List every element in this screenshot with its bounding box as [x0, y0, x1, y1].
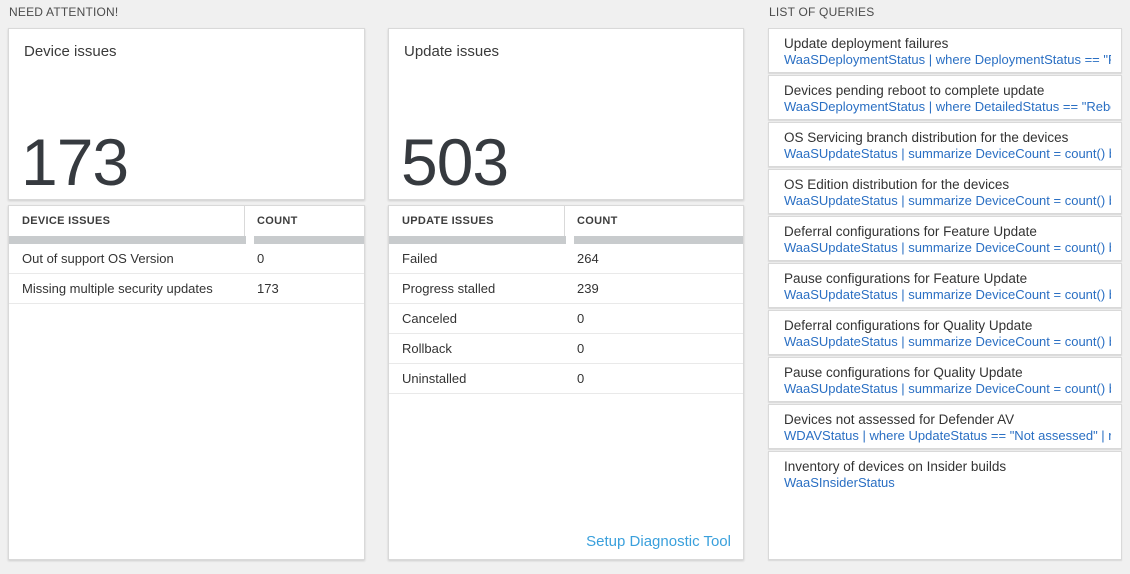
query-item[interactable]: Deferral configurations for Feature Upda… [768, 216, 1122, 261]
device-issues-table: DEVICE ISSUES COUNT Out of support OS Ve… [8, 205, 365, 560]
query-title: Devices not assessed for Defender AV [784, 412, 1015, 427]
column-header-update-issues: UPDATE ISSUES [389, 206, 565, 236]
query-title: OS Edition distribution for the devices [784, 177, 1010, 192]
issue-count: 173 [257, 281, 279, 296]
device-issues-tile[interactable]: Device issues 173 [8, 28, 365, 200]
issue-label: Progress stalled [402, 281, 496, 296]
query-title: Devices pending reboot to complete updat… [784, 83, 1045, 98]
issue-count: 0 [577, 371, 585, 386]
table-row[interactable]: Missing multiple security updates 173 [9, 274, 364, 304]
device-issues-column: Device issues 173 DEVICE ISSUES COUNT Ou… [8, 28, 365, 560]
column-header-count: COUNT [577, 215, 618, 227]
table-row[interactable]: Failed 264 [389, 244, 743, 274]
query-title: Update deployment failures [784, 36, 949, 51]
device-issues-table-body: Out of support OS Version 0 Missing mult… [9, 244, 364, 304]
query-item[interactable]: OS Edition distribution for the devices … [768, 169, 1122, 214]
query-item[interactable]: Devices pending reboot to complete updat… [768, 75, 1122, 120]
header-separator-bar [389, 236, 743, 244]
issue-label: Missing multiple security updates [22, 281, 213, 296]
table-row[interactable]: Rollback 0 [389, 334, 743, 364]
query-title: Pause configurations for Quality Update [784, 365, 1023, 380]
table-row[interactable]: Progress stalled 239 [389, 274, 743, 304]
query-title: Pause configurations for Feature Update [784, 271, 1028, 286]
table-row[interactable]: Canceled 0 [389, 304, 743, 334]
need-attention-heading: NEED ATTENTION! [9, 5, 119, 19]
query-text: WaaSUpdateStatus | summarize DeviceCount… [784, 146, 1111, 161]
update-issues-table-body: Failed 264 Progress stalled 239 Canceled… [389, 244, 743, 394]
update-issues-title: Update issues [404, 43, 500, 60]
query-text: WDAVStatus | where UpdateStatus == "Not … [784, 428, 1111, 443]
query-text: WaaSUpdateStatus | summarize DeviceCount… [784, 193, 1111, 208]
issue-label: Rollback [402, 341, 452, 356]
query-text: WaaSDeploymentStatus | where DetailedSta… [784, 99, 1111, 114]
query-text: WaaSUpdateStatus | summarize DeviceCount… [784, 381, 1111, 396]
issue-count: 264 [577, 251, 599, 266]
query-title: Inventory of devices on Insider builds [784, 459, 1007, 474]
issue-label: Failed [402, 251, 438, 266]
query-title: Deferral configurations for Feature Upda… [784, 224, 1037, 239]
query-item[interactable]: Inventory of devices on Insider builds W… [768, 451, 1122, 560]
query-text: WaaSUpdateStatus | summarize DeviceCount… [784, 287, 1111, 302]
query-item[interactable]: Pause configurations for Quality Update … [768, 357, 1122, 402]
query-text: WaaSUpdateStatus | summarize DeviceCount… [784, 334, 1111, 349]
query-title: Deferral configurations for Quality Upda… [784, 318, 1033, 333]
issue-count: 0 [577, 341, 585, 356]
issue-label: Canceled [402, 311, 457, 326]
issue-label: Out of support OS Version [22, 251, 174, 266]
query-text: WaaSDeploymentStatus | where DeploymentS… [784, 52, 1111, 67]
update-issues-table-header: UPDATE ISSUES COUNT [389, 206, 743, 236]
query-item[interactable]: Update deployment failures WaaSDeploymen… [768, 28, 1122, 73]
query-item[interactable]: Pause configurations for Feature Update … [768, 263, 1122, 308]
device-issues-count: 173 [21, 125, 129, 199]
issue-count: 0 [257, 251, 265, 266]
query-title: OS Servicing branch distribution for the… [784, 130, 1069, 145]
list-of-queries-heading: LIST OF QUERIES [769, 5, 875, 19]
column-header-count: COUNT [257, 215, 298, 227]
query-text: WaaSInsiderStatus [784, 475, 895, 490]
query-item[interactable]: Deferral configurations for Quality Upda… [768, 310, 1122, 355]
query-item[interactable]: OS Servicing branch distribution for the… [768, 122, 1122, 167]
device-issues-title: Device issues [24, 43, 117, 60]
query-item[interactable]: Devices not assessed for Defender AV WDA… [768, 404, 1122, 449]
update-issues-tile[interactable]: Update issues 503 [388, 28, 744, 200]
issue-label: Uninstalled [402, 371, 467, 386]
table-row[interactable]: Uninstalled 0 [389, 364, 743, 394]
update-issues-column: Update issues 503 UPDATE ISSUES COUNT Fa… [388, 28, 744, 560]
update-issues-table: UPDATE ISSUES COUNT Failed 264 Progress … [388, 205, 744, 560]
table-row[interactable]: Out of support OS Version 0 [9, 244, 364, 274]
header-separator-bar [9, 236, 364, 244]
issue-count: 239 [577, 281, 599, 296]
queries-list: Update deployment failures WaaSDeploymen… [768, 28, 1122, 560]
setup-diagnostic-tool-link[interactable]: Setup Diagnostic Tool [586, 533, 731, 550]
update-issues-count: 503 [401, 125, 509, 199]
device-issues-table-header: DEVICE ISSUES COUNT [9, 206, 364, 236]
column-header-device-issues: DEVICE ISSUES [9, 206, 245, 236]
query-text: WaaSUpdateStatus | summarize DeviceCount… [784, 240, 1111, 255]
issue-count: 0 [577, 311, 585, 326]
